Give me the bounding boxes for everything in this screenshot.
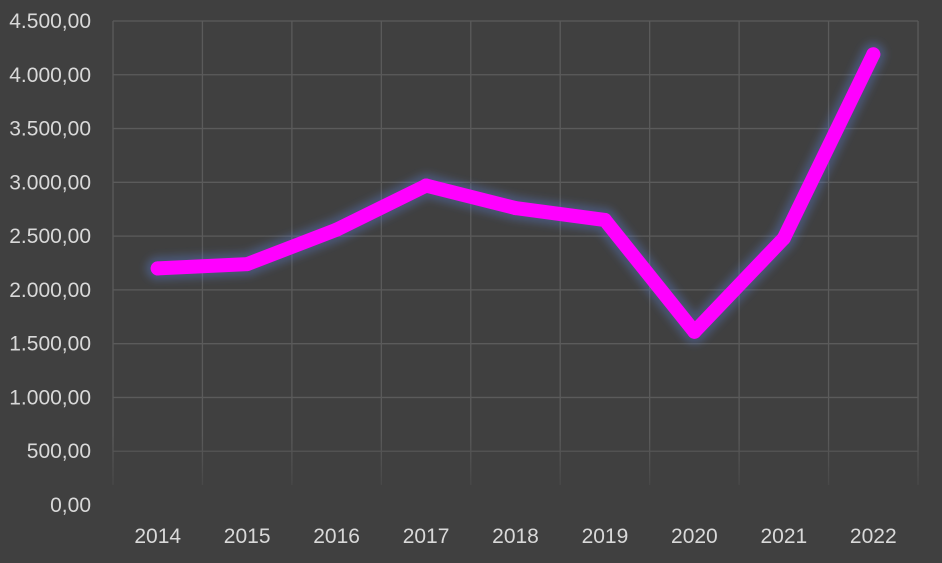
- x-tick-label: 2019: [582, 525, 629, 548]
- x-tick-label: 2015: [224, 525, 271, 548]
- series-layer: [145, 42, 886, 344]
- data-point: [508, 201, 523, 216]
- grid-fade: [111, 435, 920, 507]
- x-axis-tick-labels: 2014 2015 2016 2017 2018 2019 2020 2021 2022: [134, 525, 896, 548]
- data-point: [419, 178, 434, 193]
- y-tick-label: 4.000,00: [9, 64, 91, 87]
- x-tick-label: 2018: [492, 525, 539, 548]
- y-tick-label: 2.000,00: [9, 279, 91, 302]
- x-tick-label: 2017: [403, 525, 450, 548]
- x-tick-label: 2020: [671, 525, 718, 548]
- x-tick-label: 2022: [850, 525, 897, 548]
- y-tick-label: 3.000,00: [9, 171, 91, 194]
- y-tick-label: 3.500,00: [9, 118, 91, 141]
- y-tick-label: 0,00: [50, 494, 91, 517]
- x-tick-label: 2021: [760, 525, 807, 548]
- data-point: [866, 47, 881, 62]
- data-point: [150, 261, 165, 276]
- y-tick-label: 1.000,00: [9, 386, 91, 409]
- x-tick-label: 2014: [134, 525, 181, 548]
- y-tick-label: 500,00: [27, 440, 91, 463]
- data-point: [687, 324, 702, 339]
- y-tick-label: 2.500,00: [9, 225, 91, 248]
- data-point: [329, 222, 344, 237]
- y-axis-tick-labels: 0,00 500,00 1.000,00 1.500,00 2.000,00 2.500,…: [9, 10, 91, 517]
- data-point: [240, 257, 255, 272]
- grid-layer: [111, 20, 920, 507]
- y-tick-label: 4.500,00: [9, 10, 91, 33]
- data-point: [776, 231, 791, 246]
- x-tick-label: 2016: [313, 525, 360, 548]
- y-tick-label: 1.500,00: [9, 333, 91, 356]
- data-point: [597, 212, 612, 227]
